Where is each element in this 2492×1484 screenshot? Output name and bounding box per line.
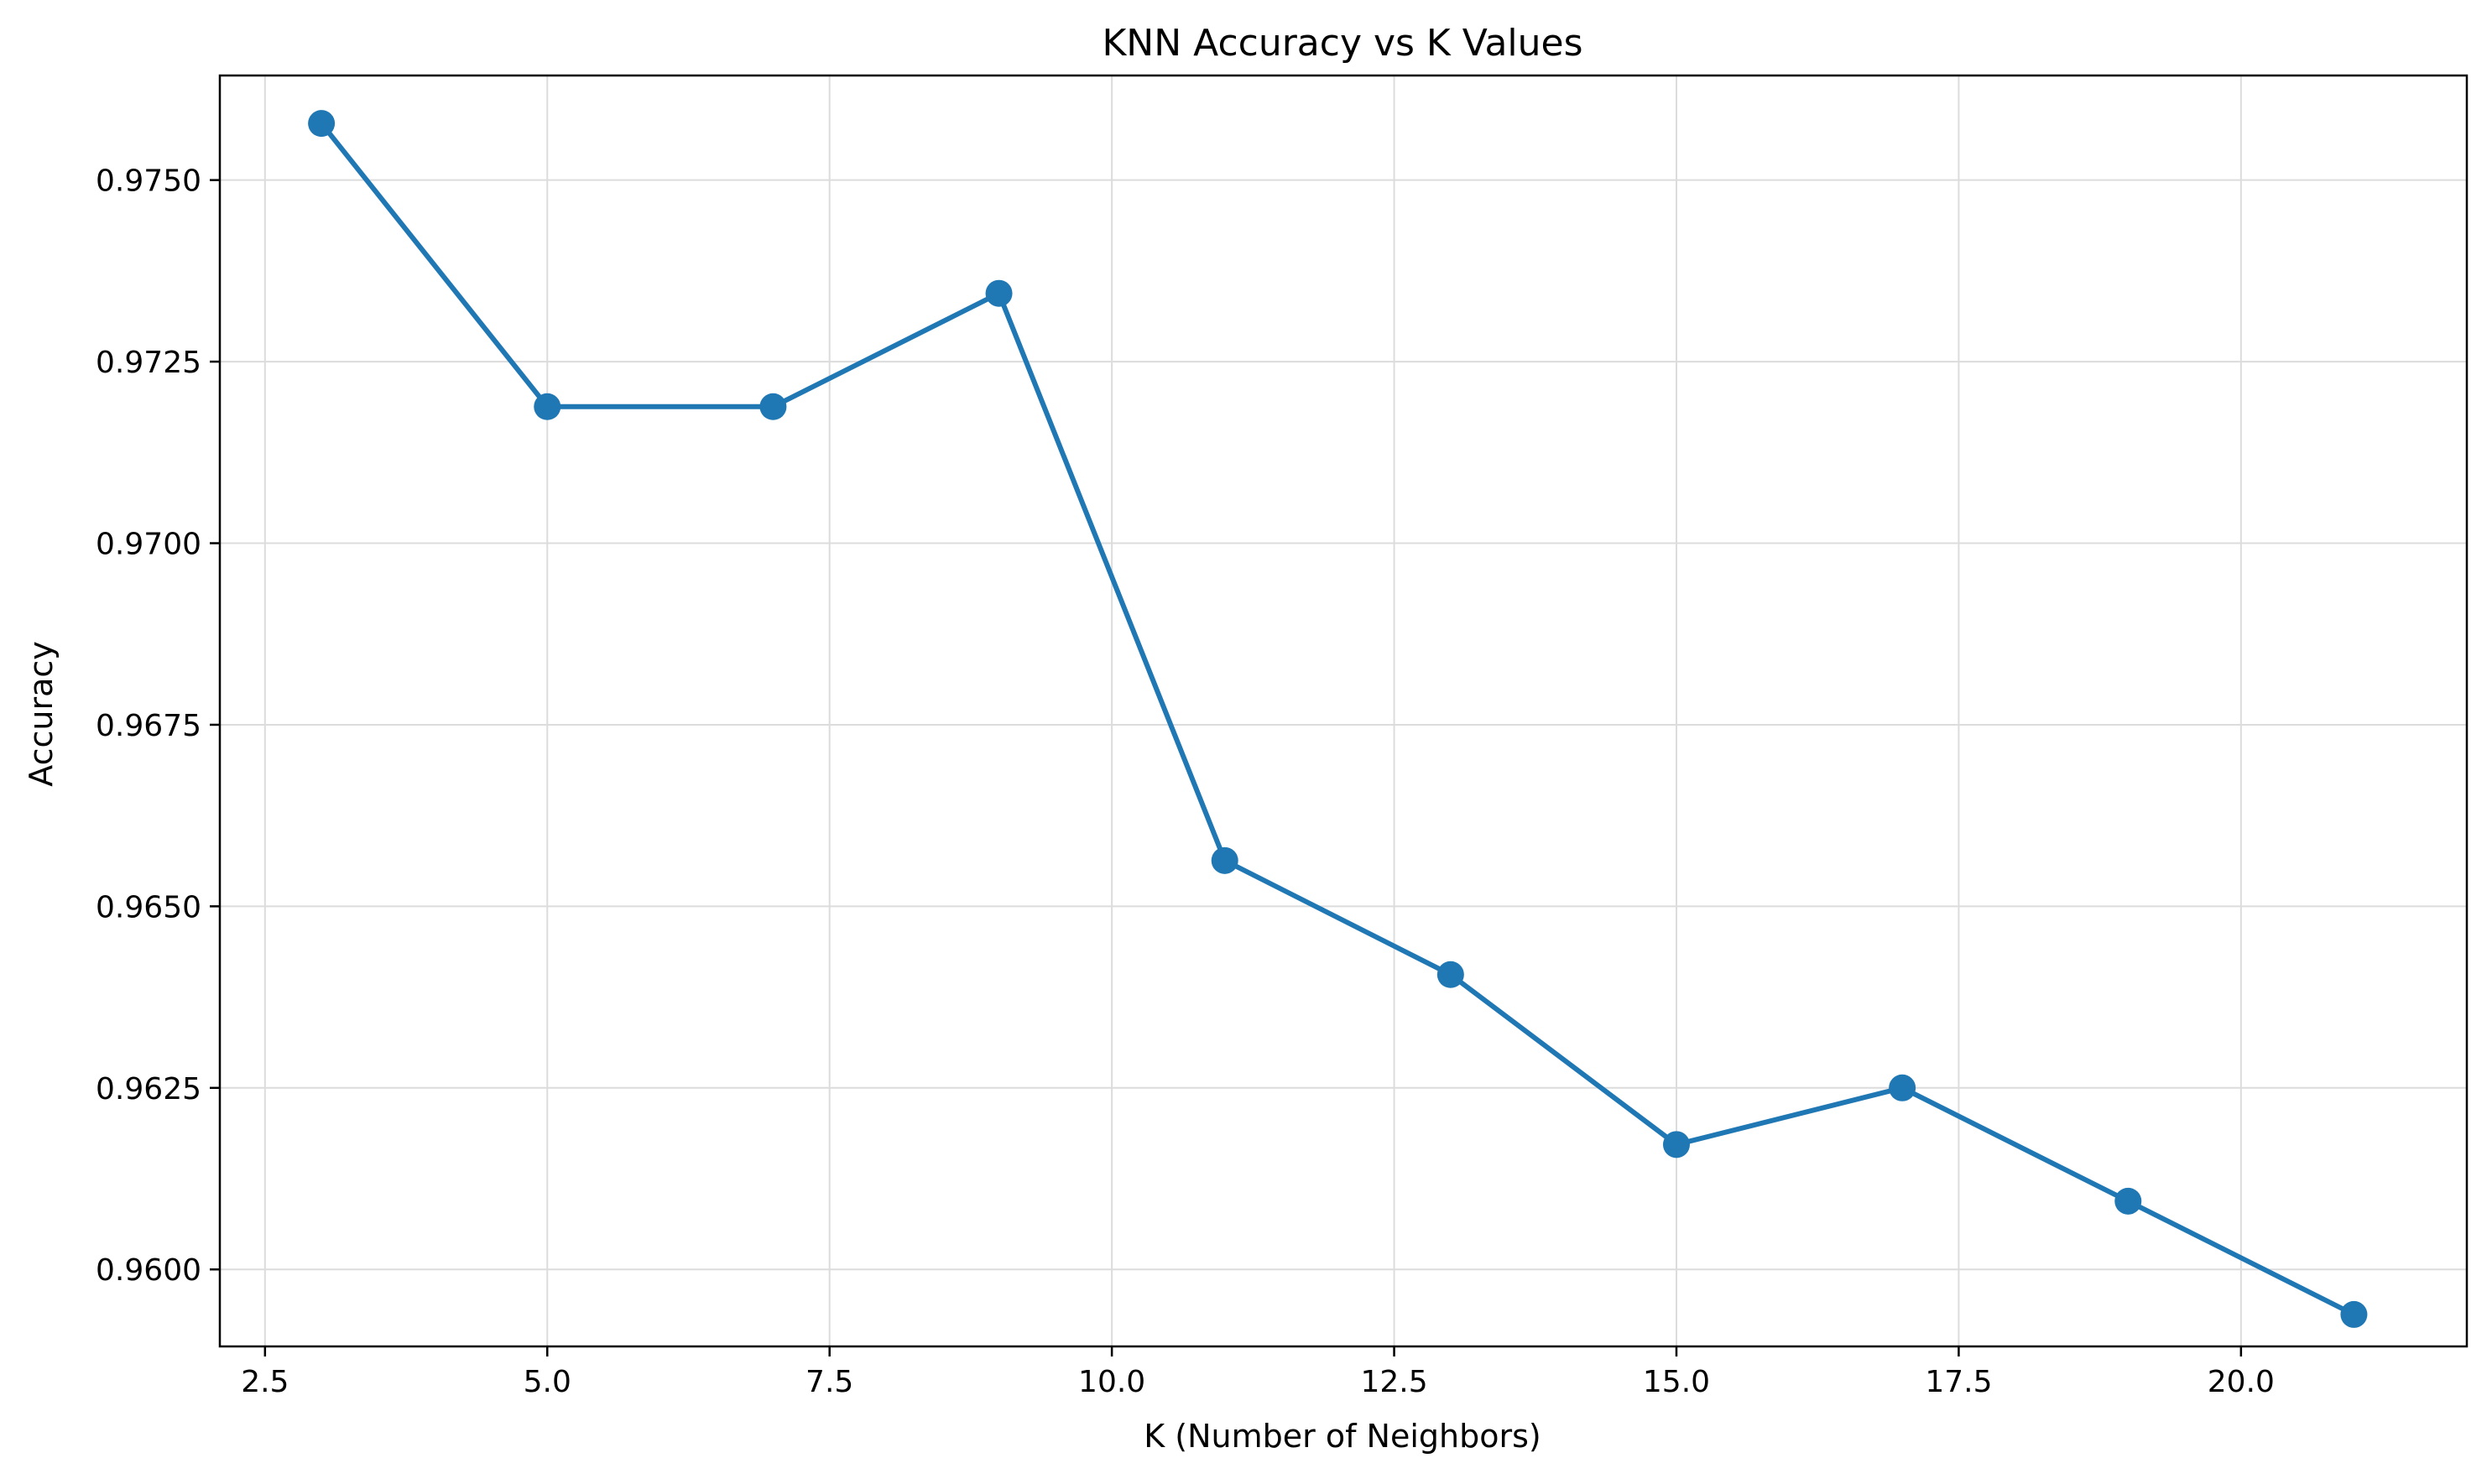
x-tick-label: 5.0	[524, 1365, 571, 1399]
data-point	[2114, 1187, 2142, 1215]
y-tick-label: 0.9675	[96, 709, 201, 743]
x-tick-label: 2.5	[241, 1365, 289, 1399]
chart-title: KNN Accuracy vs K Values	[1102, 22, 1582, 65]
x-tick-label: 20.0	[2208, 1365, 2275, 1399]
y-tick-label: 0.9625	[96, 1072, 201, 1106]
y-tick-label: 0.9650	[96, 890, 201, 924]
grid-lines	[220, 76, 2467, 1346]
plot-frame	[218, 74, 2469, 1348]
series-layer	[308, 110, 2368, 1328]
x-tick-label: 7.5	[805, 1365, 853, 1399]
data-point	[759, 393, 787, 420]
x-tick-label: 17.5	[1925, 1365, 1992, 1399]
data-point	[985, 279, 1013, 307]
data-point	[1436, 961, 1464, 988]
y-axis-label: Accuracy	[23, 641, 60, 787]
data-point	[534, 393, 561, 420]
series-line	[319, 121, 2357, 1317]
data-point	[2340, 1300, 2368, 1328]
x-tick-label: 12.5	[1360, 1365, 1427, 1399]
data-point	[1662, 1131, 1690, 1159]
x-tick-label: 10.0	[1078, 1365, 1145, 1399]
y-axis-ticks: 0.9600 0.9625 0.9650 0.9675 0.9700 0.9725 0.97…	[96, 164, 220, 1288]
y-tick-label: 0.9600	[96, 1253, 201, 1288]
data-point	[308, 110, 336, 138]
x-tick-label: 15.0	[1643, 1365, 1710, 1399]
data-point	[1211, 846, 1238, 874]
y-tick-label: 0.9750	[96, 164, 201, 199]
x-axis-ticks: 2.5 5.0 7.5 10.0 12.5 15.0 17.5 20.0	[241, 1346, 2275, 1399]
y-tick-label: 0.9700	[96, 528, 201, 562]
x-axis-label: K (Number of Neighbors)	[1144, 1418, 1541, 1455]
y-tick-label: 0.9725	[96, 346, 201, 380]
data-point	[1889, 1074, 1916, 1101]
